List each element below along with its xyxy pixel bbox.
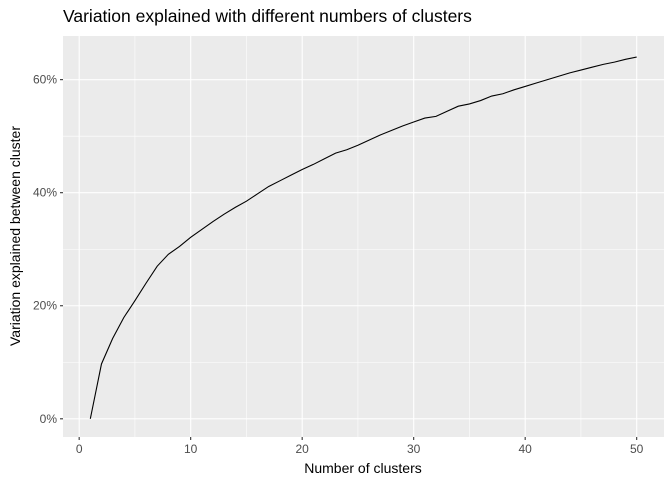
x-axis-title: Number of clusters (304, 460, 421, 476)
y-axis-title: Variation explained between cluster (7, 126, 23, 346)
y-tick-label: 20% (33, 299, 57, 313)
x-tick-label: 20 (295, 442, 309, 456)
y-tick-label: 60% (33, 73, 57, 87)
x-tick-label: 50 (630, 442, 644, 456)
plot-panel (63, 36, 664, 437)
major-gridlines (63, 36, 664, 437)
y-tick-label: 0% (40, 412, 58, 426)
minor-gridlines (63, 36, 664, 437)
x-tick-label: 40 (518, 442, 532, 456)
x-axis: 0 10 20 30 40 50 (76, 437, 644, 456)
y-axis: 0% 20% 40% 60% (33, 73, 63, 426)
chart-title: Variation explained with different numbe… (63, 6, 472, 26)
y-tick-label: 40% (33, 186, 57, 200)
x-tick-label: 0 (76, 442, 83, 456)
x-tick-label: 30 (407, 442, 421, 456)
x-tick-label: 10 (184, 442, 198, 456)
series-line (89, 56, 637, 419)
